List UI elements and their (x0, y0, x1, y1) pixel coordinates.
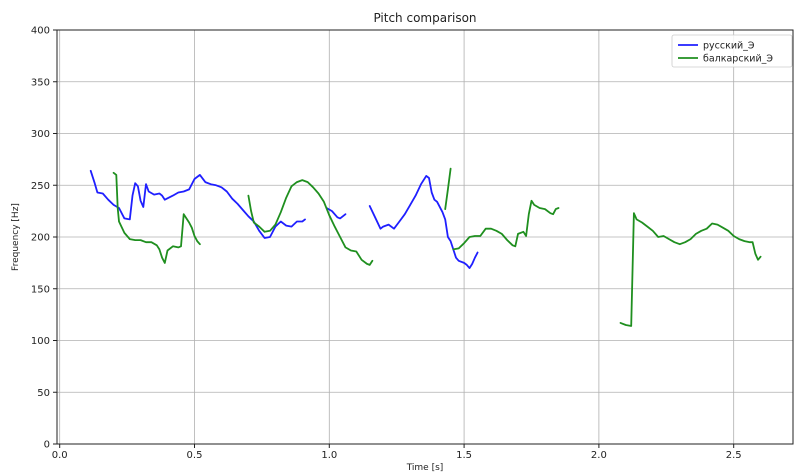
series-1 (89, 169, 479, 270)
y-tick-label: 250 (31, 181, 50, 192)
legend-box (671, 34, 793, 68)
legend-entry: балкарский_Э (703, 54, 773, 65)
y-tick-label: 100 (31, 336, 50, 347)
x-axis-label: Time [s] (406, 463, 444, 472)
y-tick-label: 150 (31, 284, 50, 295)
x-tick-label: 0.5 (187, 450, 203, 461)
series-layer (89, 167, 762, 327)
series-line-segment (89, 169, 306, 239)
x-tick-label: 0.0 (52, 450, 68, 461)
series-line-segment (368, 174, 479, 270)
y-tick-label: 200 (31, 233, 50, 244)
y-axis-label: Frequency [Hz] (11, 203, 21, 271)
chart-title: Pitch comparison (373, 11, 476, 25)
x-tick-label: 2.0 (591, 450, 607, 461)
x-tick-label: 2.5 (726, 450, 742, 461)
y-tick-label: 350 (31, 77, 50, 88)
legend-entry: русский_Э (703, 41, 755, 52)
y-tick-label: 0 (44, 440, 50, 451)
series-line-segment (452, 199, 560, 251)
series-line-segment (444, 167, 452, 211)
series-line-segment (112, 171, 201, 264)
y-tick-label: 50 (37, 388, 50, 399)
x-tick-label: 1.5 (456, 450, 472, 461)
series-line-segment (619, 212, 762, 327)
series-line-segment (247, 179, 374, 266)
y-tick-label: 400 (31, 26, 50, 37)
y-tick-label: 300 (31, 129, 50, 140)
series-line-segment (325, 207, 347, 220)
x-tick-label: 1.0 (321, 450, 337, 461)
series-2 (112, 167, 762, 327)
ticks: 0.0 0.5 1.0 1.5 2.0 2.5 0 50 100 150 200 250 300 350 4… (31, 26, 742, 462)
legend: русский_Э балкарский_Э (671, 34, 793, 68)
grid (57, 29, 793, 445)
